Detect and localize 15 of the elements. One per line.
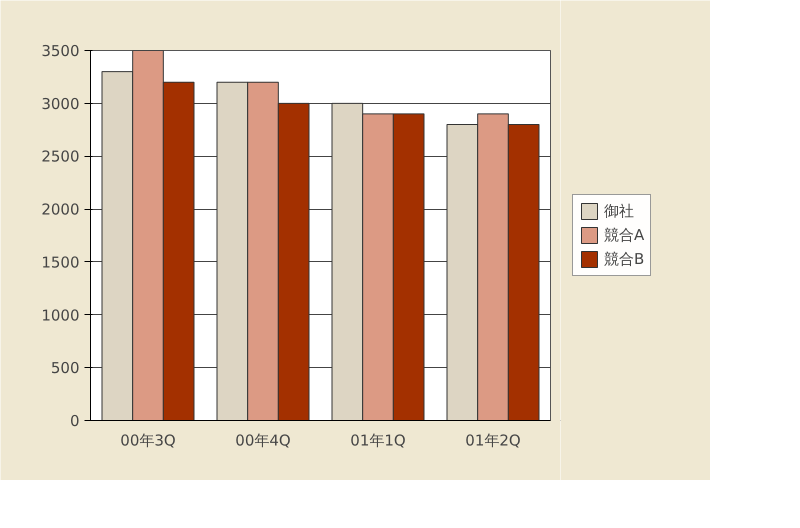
y-tick-label: 2000 — [41, 200, 80, 219]
legend-label: 競合A — [604, 226, 644, 244]
legend-label: 御社 — [604, 202, 634, 220]
y-tick-label: 0 — [70, 412, 80, 430]
y-tick-label: 3000 — [41, 94, 80, 113]
x-tick-label: 00年3Q — [120, 432, 176, 450]
x-tick-label: 01年2Q — [465, 432, 521, 450]
legend-label: 競合B — [604, 250, 644, 268]
y-tick-label: 2500 — [41, 148, 80, 166]
x-tick-label: 01年1Q — [350, 432, 406, 450]
y-tick-label: 500 — [50, 359, 80, 378]
y-tick-label: 3500 — [41, 42, 80, 60]
y-tick-label: 1000 — [41, 306, 80, 324]
y-tick-label: 1500 — [41, 253, 80, 272]
x-tick-label: 00年4Q — [235, 432, 291, 450]
